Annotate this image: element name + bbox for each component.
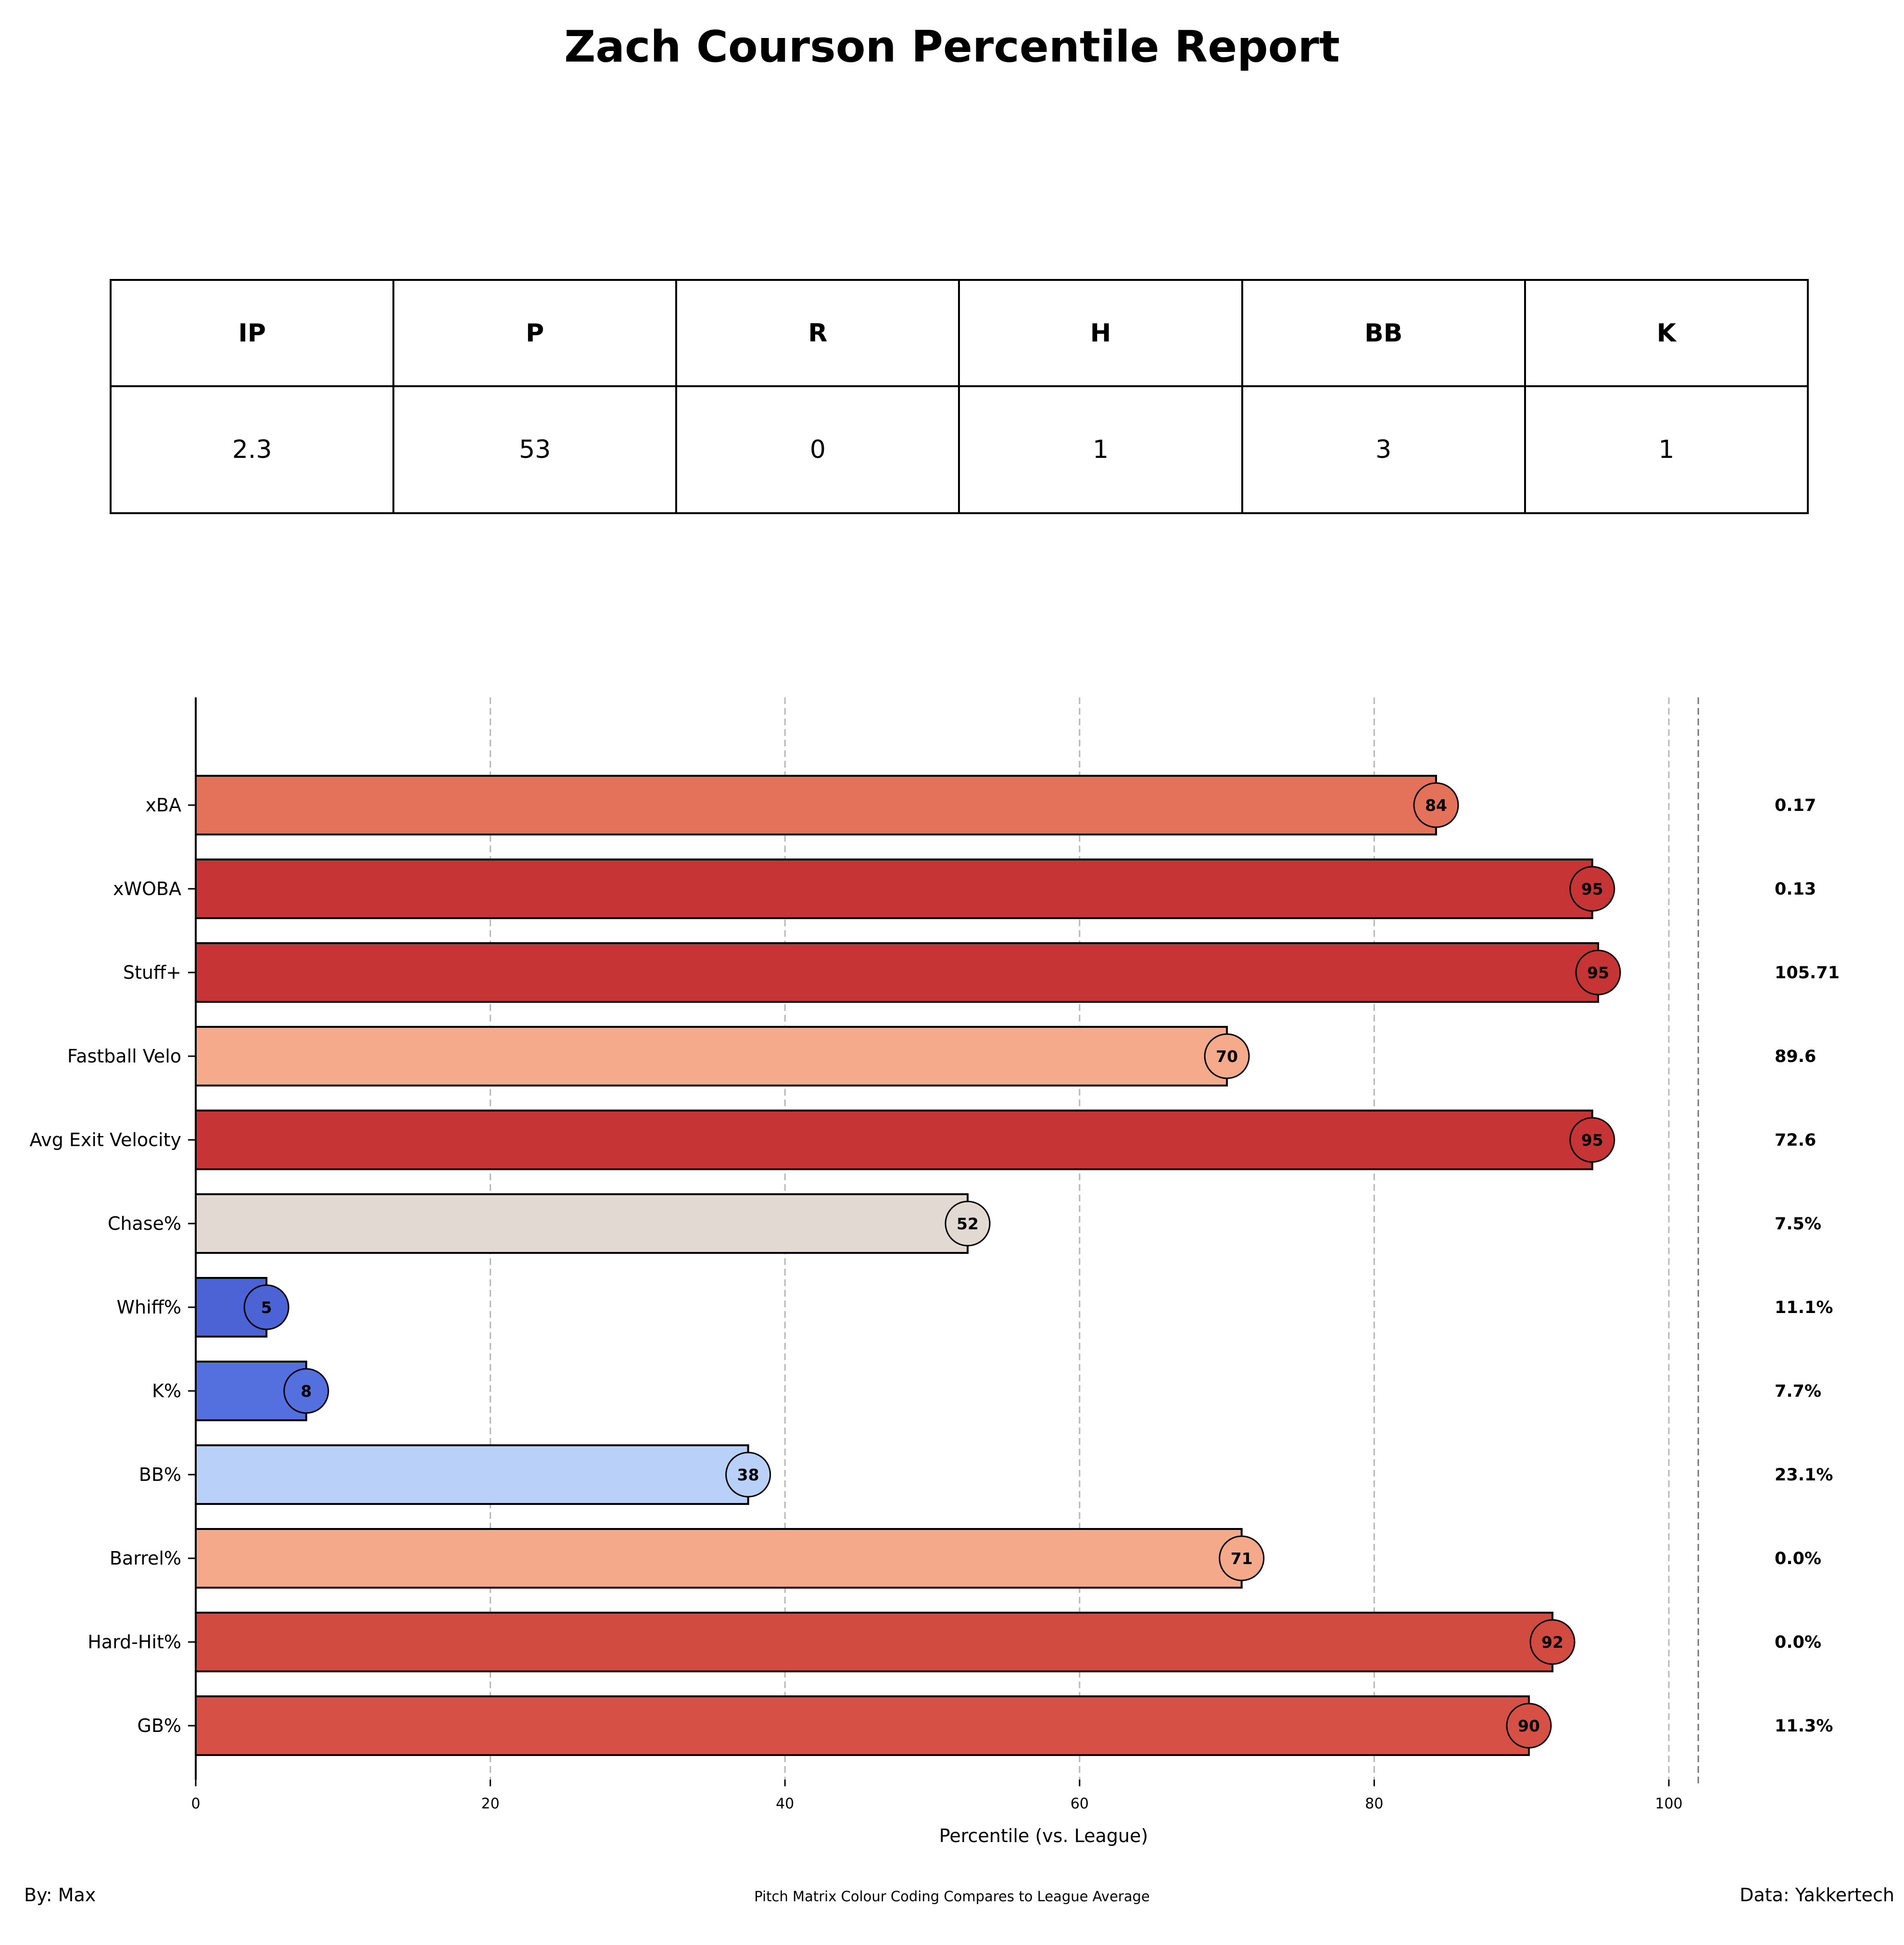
- percentile-label: 95: [1587, 963, 1609, 982]
- bar-fastball-velo: [195, 1026, 1228, 1086]
- percentile-label: 5: [261, 1298, 272, 1317]
- bar-chase: [195, 1193, 969, 1254]
- xtick-label: 0: [191, 1795, 200, 1812]
- bar-xwoba: [195, 859, 1593, 919]
- percentile-marker: [1569, 866, 1615, 912]
- raw-value: 0.13: [1775, 880, 1816, 899]
- stat-value-ip: 2.3: [109, 385, 395, 514]
- percentile-marker: [1506, 1703, 1552, 1749]
- bar-gb: [195, 1695, 1530, 1756]
- category-label: Barrel%: [110, 1548, 181, 1569]
- raw-value: 105.71: [1775, 963, 1840, 983]
- bar-hard-hit: [195, 1612, 1554, 1672]
- raw-value: 11.1%: [1775, 1298, 1833, 1317]
- raw-value: 7.5%: [1775, 1214, 1821, 1234]
- category-label: xWOBA: [113, 878, 181, 899]
- xtick-label: 100: [1655, 1795, 1682, 1812]
- stat-value-r: 0: [675, 385, 960, 514]
- percentile-marker: [1529, 1619, 1576, 1665]
- bar-stuff: [195, 942, 1599, 1003]
- category-label: Fastball Velo: [67, 1046, 181, 1067]
- raw-value: 0.0%: [1775, 1549, 1821, 1568]
- category-label: Whiff%: [116, 1297, 181, 1318]
- page-title: Zach Courson Percentile Report: [564, 22, 1340, 72]
- percentile-label: 95: [1581, 880, 1603, 898]
- stat-value-bb: 3: [1241, 385, 1526, 514]
- percentile-label: 84: [1425, 796, 1447, 815]
- percentile-marker: [1204, 1033, 1250, 1079]
- footer-note: Pitch Matrix Colour Coding Compares to L…: [754, 1888, 1150, 1905]
- xtick-label: 80: [1365, 1795, 1383, 1812]
- percentile-marker: [725, 1452, 771, 1498]
- percentile-label: 71: [1231, 1549, 1253, 1568]
- category-label: K%: [152, 1380, 181, 1402]
- stat-header-k: K: [1524, 279, 1809, 387]
- category-label: Chase%: [108, 1213, 181, 1234]
- raw-value: 0.17: [1775, 796, 1816, 815]
- percentile-marker: [283, 1368, 329, 1414]
- percentile-label: 92: [1541, 1633, 1564, 1652]
- percentile-marker: [1575, 949, 1621, 996]
- stat-value-p: 53: [392, 385, 678, 514]
- stat-table: IP P R H BB K 2.3 53 0 1 3 1: [109, 279, 1809, 514]
- percentile-label: 52: [957, 1214, 979, 1233]
- raw-value: 0.0%: [1775, 1633, 1821, 1652]
- stat-header-r: R: [675, 279, 960, 387]
- bar-avg-exit-velocity: [195, 1110, 1593, 1170]
- bar-xba: [195, 775, 1437, 835]
- raw-value: 72.6: [1775, 1131, 1816, 1150]
- percentile-label: 95: [1581, 1131, 1603, 1149]
- stat-header-p: P: [392, 279, 678, 387]
- stat-table-header-row: IP P R H BB K: [109, 279, 1809, 387]
- stat-header-bb: BB: [1241, 279, 1526, 387]
- percentile-marker: [243, 1284, 290, 1330]
- raw-value: 89.6: [1775, 1047, 1816, 1066]
- category-label: Hard-Hit%: [88, 1631, 181, 1653]
- footer-author: By: Max: [24, 1884, 96, 1906]
- percentile-label: 38: [737, 1465, 759, 1484]
- percentile-marker: [1413, 782, 1459, 828]
- bar-bb: [195, 1444, 749, 1505]
- footer-source: Data: Yakkertech: [1740, 1884, 1894, 1906]
- category-label: Avg Exit Velocity: [29, 1129, 181, 1150]
- xtick-label: 20: [481, 1795, 500, 1812]
- raw-value: 7.7%: [1775, 1382, 1821, 1401]
- xtick-label: 40: [776, 1795, 794, 1812]
- percentile-label: 90: [1518, 1717, 1540, 1735]
- stat-header-h: H: [958, 279, 1243, 387]
- percentile-label: 70: [1216, 1047, 1238, 1066]
- stat-header-ip: IP: [109, 279, 395, 387]
- category-label: xBA: [145, 795, 181, 816]
- raw-value: 11.3%: [1775, 1717, 1833, 1736]
- category-label: BB%: [139, 1464, 181, 1485]
- raw-value: 23.1%: [1775, 1465, 1833, 1485]
- stat-value-h: 1: [958, 385, 1243, 514]
- bar-barrel: [195, 1528, 1243, 1589]
- percentile-marker: [945, 1200, 991, 1247]
- percentile-marker: [1219, 1535, 1265, 1581]
- xtick-label: 60: [1071, 1795, 1089, 1812]
- stat-table-value-row: 2.3 53 0 1 3 1: [109, 385, 1809, 514]
- stat-value-k: 1: [1524, 385, 1809, 514]
- category-label: GB%: [137, 1715, 181, 1736]
- category-label: Stuff+: [123, 962, 181, 983]
- x-axis-label: Percentile (vs. League): [939, 1825, 1148, 1846]
- percentile-label: 8: [301, 1382, 312, 1401]
- percentile-marker: [1569, 1117, 1615, 1163]
